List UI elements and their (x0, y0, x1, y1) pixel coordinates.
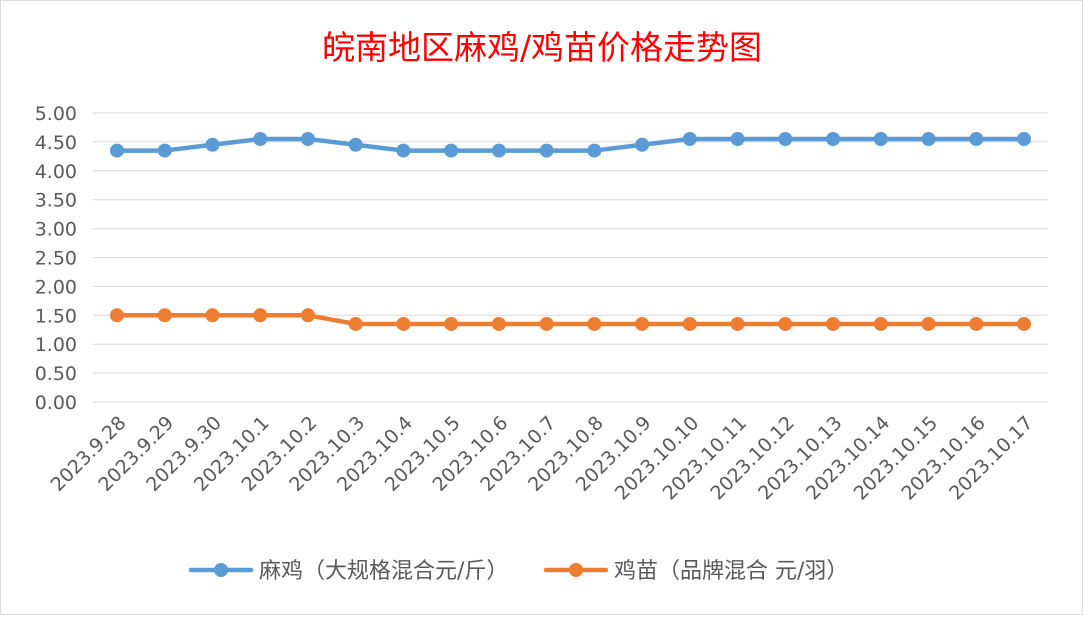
y-tick-label: 1.50 (35, 305, 77, 327)
y-tick-label: 4.50 (35, 132, 77, 154)
y-tick-label: 2.00 (35, 276, 77, 298)
x-axis-tick-labels: 2023.9.282023.9.292023.9.302023.10.12023… (47, 412, 1038, 504)
data-point (444, 316, 459, 331)
chart-title: 皖南地区麻鸡/鸡苗价格走势图 (322, 28, 762, 67)
data-point (253, 132, 268, 147)
data-point (635, 316, 650, 331)
y-tick-label: 3.00 (35, 219, 77, 241)
data-point (253, 308, 268, 323)
data-point (682, 132, 697, 147)
data-point (587, 316, 602, 331)
data-point (730, 316, 745, 331)
data-point (491, 316, 506, 331)
data-point (444, 143, 459, 158)
data-point (157, 308, 172, 323)
series-line (114, 136, 1027, 153)
data-point (682, 316, 697, 331)
series-1 (110, 132, 1031, 158)
legend-marker (214, 563, 228, 577)
y-tick-label: 0.50 (35, 363, 77, 385)
legend: 麻鸡（大规格混合元/斤） 鸡苗（品牌混合 元/羽） (188, 559, 848, 584)
series-2 (110, 308, 1031, 331)
data-point (873, 316, 888, 331)
series-lines (110, 132, 1031, 331)
legend-label: 麻鸡（大规格混合元/斤） (259, 559, 508, 584)
y-axis-tick-labels: 0.00 0.50 1.00 1.50 2.00 2.50 3.00 3.50 4.00 4.50… (35, 103, 77, 414)
data-point (491, 143, 506, 158)
data-point (157, 143, 172, 158)
legend-label: 鸡苗（品牌混合 元/羽） (614, 559, 848, 584)
data-point (921, 316, 936, 331)
y-tick-label: 4.00 (35, 161, 77, 183)
data-point (635, 137, 650, 152)
data-point (778, 316, 793, 331)
data-point (778, 132, 793, 147)
y-tick-label: 1.00 (35, 334, 77, 356)
data-point (205, 308, 220, 323)
data-point (205, 137, 220, 152)
data-point (348, 316, 363, 331)
gridlines (93, 112, 1048, 403)
data-point (826, 132, 841, 147)
y-tick-label: 0.00 (35, 392, 77, 414)
data-point (348, 137, 363, 152)
data-point (969, 316, 984, 331)
data-point (1017, 132, 1031, 147)
legend-marker (569, 563, 583, 577)
y-tick-label: 2.50 (35, 248, 77, 270)
data-point (396, 143, 411, 158)
data-point (110, 143, 124, 158)
data-point (110, 308, 124, 323)
data-point (300, 132, 315, 147)
y-tick-label: 3.50 (35, 190, 77, 212)
data-point (1017, 316, 1031, 331)
legend-item: 麻鸡（大规格混合元/斤） (188, 559, 508, 584)
data-point (300, 308, 315, 323)
data-point (587, 143, 602, 158)
data-point (396, 316, 411, 331)
data-point (969, 132, 984, 147)
y-tick-label: 5.00 (35, 103, 77, 125)
data-point (921, 132, 936, 147)
data-point (873, 132, 888, 147)
legend-item: 鸡苗（品牌混合 元/羽） (543, 559, 848, 584)
data-point (539, 316, 554, 331)
data-point (730, 132, 745, 147)
data-point (826, 316, 841, 331)
series-line (114, 313, 1027, 327)
data-point (539, 143, 554, 158)
